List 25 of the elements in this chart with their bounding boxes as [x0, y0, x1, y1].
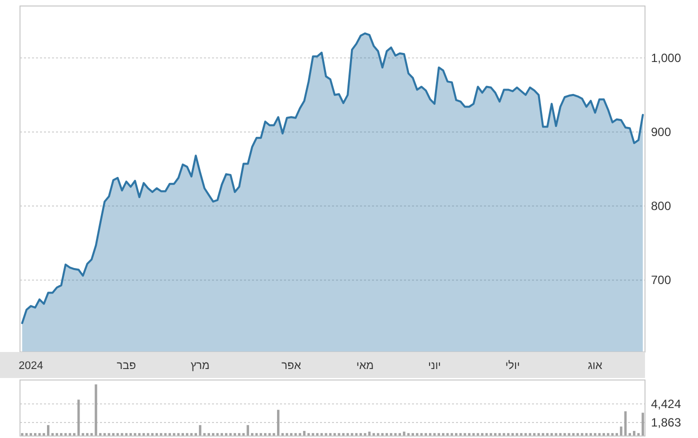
bar	[632, 430, 636, 436]
bar	[368, 432, 371, 436]
x-tick-label: מאי	[356, 360, 374, 372]
x-tick-label: מרץ	[190, 360, 210, 372]
bar	[620, 426, 622, 436]
x-tick-label: אוג	[588, 360, 602, 372]
x-tick-label: 2024	[18, 360, 44, 372]
x-tick-label: יוני	[428, 360, 441, 372]
y-tick-label: 700	[651, 273, 672, 288]
bar	[47, 425, 50, 436]
bar	[402, 432, 406, 436]
x-tick-label: אפר	[282, 360, 302, 372]
bar	[642, 412, 644, 436]
y-tick-label: 800	[651, 199, 672, 214]
y-tick-label: 4,424	[651, 396, 682, 411]
bar	[277, 410, 280, 436]
bar	[303, 430, 306, 436]
bar	[246, 425, 250, 436]
y-tick-label: 900	[651, 124, 672, 139]
x-tick-label: פבר	[116, 360, 136, 372]
bar	[77, 400, 80, 436]
x-tick-label: יולי	[505, 360, 520, 372]
y-tick-label: 1,863	[651, 415, 682, 430]
y-tick-label: 1,000	[651, 50, 682, 65]
bar	[198, 425, 202, 436]
